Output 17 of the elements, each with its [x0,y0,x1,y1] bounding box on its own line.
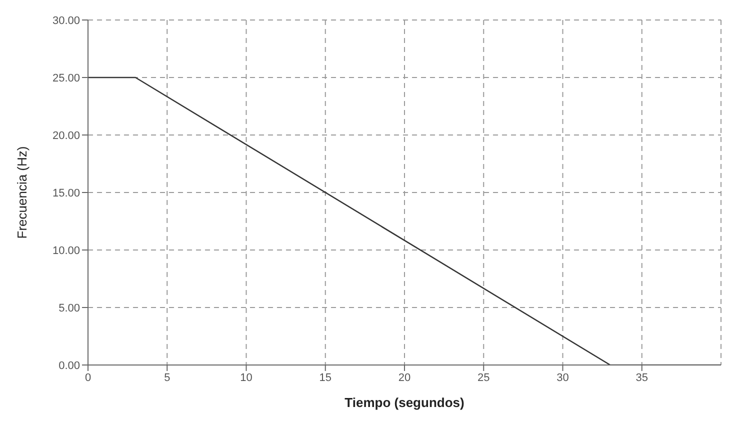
y-tick-label: 15.00 [52,187,80,200]
x-tick-label: 10 [240,372,252,384]
y-tick-label: 20.00 [52,130,80,142]
x-tick-label: 5 [164,372,170,384]
x-tick-label: 30 [556,372,569,384]
y-tick-label: 30.00 [52,14,80,27]
x-tick-label: 25 [478,372,490,384]
x-tick-label: 35 [636,372,648,384]
y-tick-label: 0.00 [58,360,80,372]
y-tick-label: 5.00 [58,302,80,314]
x-axis-title: Tiempo (segundos) [344,395,464,410]
x-tick-label: 15 [319,372,332,384]
x-tick-label: 20 [398,372,411,384]
y-tick-label: 25.00 [52,72,80,84]
x-tick-label: 0 [84,372,92,384]
y-axis-title: Frecuencia (Hz) [14,146,30,239]
y-tick-label: 10.00 [52,244,80,257]
